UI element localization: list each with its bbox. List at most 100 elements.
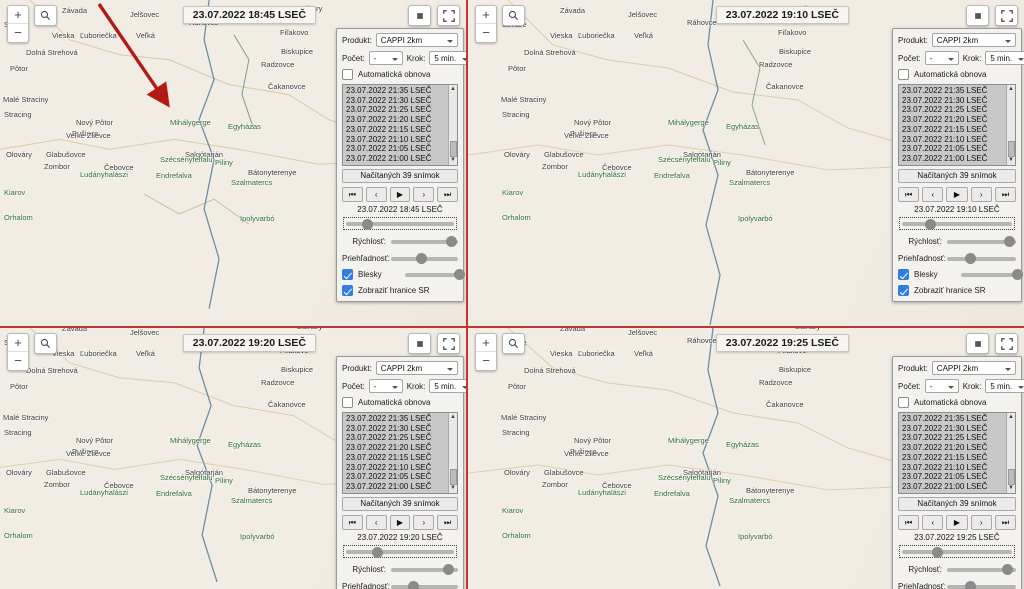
frame-list-item[interactable]: 23.07.2022 21:35 LSEČ — [902, 414, 988, 423]
frame-list-item[interactable]: 23.07.2022 21:05 LSEČ — [346, 472, 432, 482]
speed-slider[interactable] — [947, 236, 1016, 247]
zoom-out-button[interactable]: − — [482, 25, 490, 40]
step-select[interactable]: 5 min. — [429, 51, 466, 65]
speed-slider-knob[interactable] — [1003, 236, 1015, 247]
load-frames-button[interactable]: Načítaných 39 snímok — [342, 169, 458, 183]
frame-list-item[interactable]: 23.07.2022 21:35 LSEČ — [346, 86, 432, 95]
previous-frame-button[interactable]: ‹ — [365, 515, 387, 530]
zoom-controls[interactable]: + − — [475, 333, 497, 371]
product-select[interactable]: CAPPI 2km — [375, 33, 458, 47]
play-button[interactable]: ▶ — [389, 515, 411, 530]
autorefresh-checkbox[interactable] — [342, 69, 353, 80]
frame-list-item[interactable]: 23.07.2022 21:00 LSEČ — [346, 481, 432, 491]
play-button[interactable]: ▶ — [946, 515, 968, 530]
scroll-thumb[interactable] — [1008, 469, 1015, 485]
zoom-out-button[interactable]: − — [482, 353, 490, 368]
first-frame-button[interactable]: ⏮ — [898, 515, 920, 530]
speed-slider[interactable] — [391, 564, 458, 575]
scroll-thumb[interactable] — [1008, 141, 1015, 157]
frame-list-item[interactable]: 23.07.2022 21:00 LSEČ — [346, 153, 432, 163]
layers-button[interactable] — [408, 5, 431, 26]
next-frame-button[interactable]: › — [970, 187, 992, 202]
frame-list-item[interactable]: 23.07.2022 21:20 LSEČ — [902, 115, 988, 125]
scroll-up-arrow[interactable]: ▲ — [1008, 86, 1014, 92]
opacity-slider-knob[interactable] — [408, 581, 420, 589]
opacity-slider-knob[interactable] — [964, 253, 976, 264]
next-frame-button[interactable]: › — [413, 515, 435, 530]
load-frames-button[interactable]: Načítaných 39 snímok — [898, 169, 1016, 183]
frame-list-item[interactable]: 23.07.2022 21:15 LSEČ — [902, 452, 988, 462]
fullscreen-button[interactable] — [437, 5, 460, 26]
product-select[interactable]: CAPPI 2km — [375, 361, 458, 375]
frame-list-item[interactable]: 23.07.2022 21:10 LSEČ — [346, 462, 432, 472]
frame-list-item[interactable]: 23.07.2022 21:05 LSEČ — [902, 472, 988, 482]
frame-list-item[interactable]: 23.07.2022 21:00 LSEČ — [902, 153, 988, 163]
scroll-up-arrow[interactable]: ▲ — [450, 86, 456, 92]
opacity-slider[interactable] — [947, 253, 1016, 264]
autorefresh-checkbox[interactable] — [342, 397, 353, 408]
time-slider[interactable] — [899, 545, 1015, 558]
fullscreen-button[interactable] — [995, 5, 1018, 26]
play-button[interactable]: ▶ — [389, 187, 411, 202]
frame-list-item[interactable]: 23.07.2022 21:30 LSEČ — [902, 95, 988, 105]
frame-list[interactable]: 23.07.2022 21:35 LSEČ 23.07.2022 21:30 LS… — [898, 412, 1016, 494]
scroll-up-arrow[interactable]: ▲ — [1008, 414, 1014, 420]
frame-list-item[interactable]: 23.07.2022 21:05 LSEČ — [346, 144, 432, 154]
count-select[interactable]: - — [924, 51, 959, 65]
time-slider-knob[interactable] — [925, 219, 937, 230]
speed-slider[interactable] — [947, 564, 1016, 575]
count-select[interactable]: - — [924, 379, 959, 393]
next-frame-button[interactable]: › — [970, 515, 992, 530]
search-button[interactable] — [502, 333, 525, 354]
frame-list-item[interactable]: 23.07.2022 21:10 LSEČ — [902, 134, 988, 144]
frame-list-item[interactable]: 23.07.2022 21:10 LSEČ — [902, 462, 988, 472]
frame-list-item[interactable]: 23.07.2022 21:20 LSEČ — [346, 115, 432, 125]
speed-slider-knob[interactable] — [1002, 564, 1014, 575]
search-button[interactable] — [34, 333, 57, 354]
opacity-slider[interactable] — [947, 581, 1016, 589]
previous-frame-button[interactable]: ‹ — [922, 187, 944, 202]
list-scrollbar[interactable]: ▲ ▼ — [1006, 413, 1015, 493]
speed-slider-knob[interactable] — [445, 236, 457, 247]
previous-frame-button[interactable]: ‹ — [922, 515, 944, 530]
autorefresh-checkbox[interactable] — [898, 69, 909, 80]
frame-list-item[interactable]: 23.07.2022 21:35 LSEČ — [346, 414, 432, 423]
frame-list-item[interactable]: 23.07.2022 21:30 LSEČ — [902, 423, 988, 433]
zoom-in-button[interactable]: + — [476, 6, 496, 24]
first-frame-button[interactable]: ⏮ — [342, 187, 363, 202]
scroll-down-arrow[interactable]: ▼ — [1008, 485, 1014, 491]
frame-list[interactable]: 23.07.2022 21:35 LSEČ 23.07.2022 21:30 LS… — [342, 84, 458, 166]
lightning-checkbox[interactable] — [342, 269, 353, 280]
layers-button[interactable] — [966, 333, 989, 354]
time-slider[interactable] — [343, 545, 457, 558]
time-slider-knob[interactable] — [931, 547, 943, 558]
border-checkbox[interactable] — [898, 285, 909, 296]
lightning-slider-knob[interactable] — [453, 269, 465, 280]
frame-list-item[interactable]: 23.07.2022 21:15 LSEČ — [902, 124, 988, 134]
frame-list-item[interactable]: 23.07.2022 21:15 LSEČ — [346, 452, 432, 462]
frame-list[interactable]: 23.07.2022 21:35 LSEČ 23.07.2022 21:30 LS… — [342, 412, 458, 494]
scroll-thumb[interactable] — [450, 469, 457, 485]
step-select[interactable]: 5 min. — [429, 379, 466, 393]
frame-list-item[interactable]: 23.07.2022 21:25 LSEČ — [902, 105, 988, 115]
first-frame-button[interactable]: ⏮ — [898, 187, 920, 202]
scroll-up-arrow[interactable]: ▲ — [450, 414, 456, 420]
previous-frame-button[interactable]: ‹ — [365, 187, 387, 202]
last-frame-button[interactable]: ⏭ — [437, 187, 458, 202]
layers-button[interactable] — [966, 5, 989, 26]
frame-list-item[interactable]: 23.07.2022 21:30 LSEČ — [346, 95, 432, 105]
step-select[interactable]: 5 min. — [985, 51, 1024, 65]
autorefresh-checkbox[interactable] — [898, 397, 909, 408]
zoom-out-button[interactable]: − — [14, 25, 22, 40]
scroll-thumb[interactable] — [450, 141, 457, 157]
opacity-slider[interactable] — [391, 253, 458, 264]
scroll-down-arrow[interactable]: ▼ — [450, 485, 456, 491]
layers-button[interactable] — [408, 333, 431, 354]
list-scrollbar[interactable]: ▲ ▼ — [448, 85, 457, 165]
load-frames-button[interactable]: Načítaných 39 snímok — [342, 497, 458, 511]
product-select[interactable]: CAPPI 2km — [931, 33, 1016, 47]
next-frame-button[interactable]: › — [413, 187, 435, 202]
count-select[interactable]: - — [368, 379, 403, 393]
time-slider[interactable] — [899, 217, 1015, 230]
time-slider-knob[interactable] — [372, 547, 383, 558]
